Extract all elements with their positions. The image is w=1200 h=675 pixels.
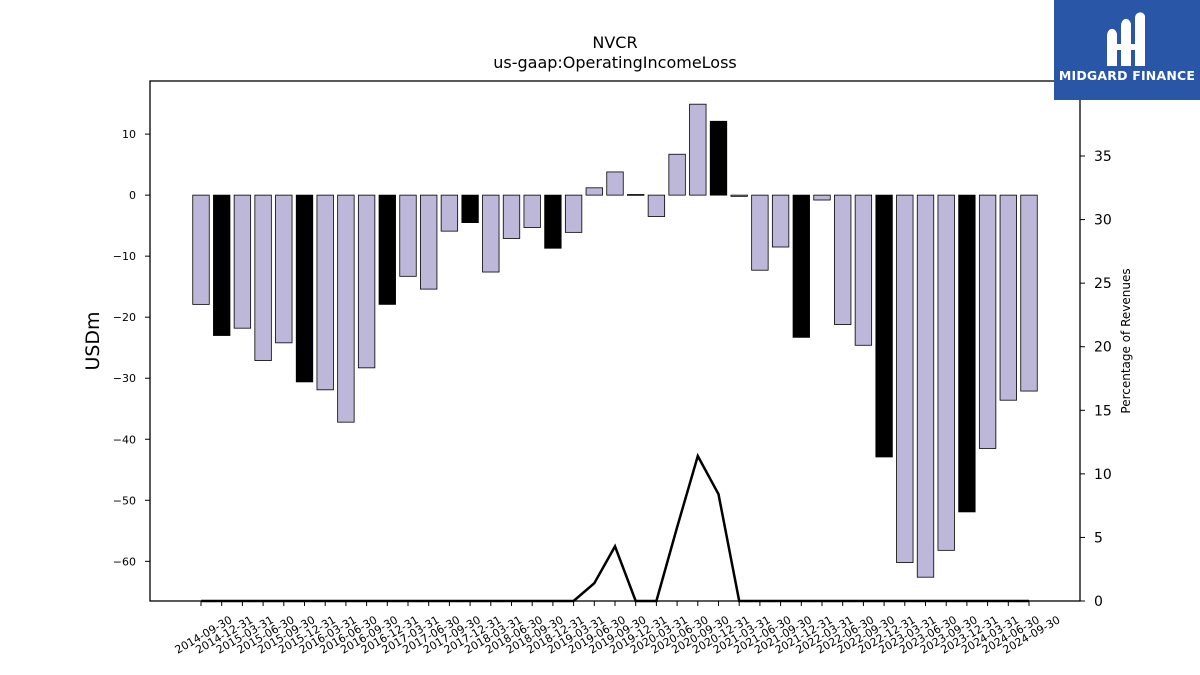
y-tick-label-0: 0 <box>129 189 136 202</box>
axes-layer: −60−50−40−30−20−100100510152025303540201… <box>113 80 1112 657</box>
bar-2024-06-30 <box>999 194 1017 401</box>
logo: MIDGARD FINANCE <box>1054 0 1200 100</box>
bar-2022-03-31 <box>813 194 831 201</box>
bars-layer <box>192 103 1038 578</box>
bar-2014-12-31 <box>213 194 231 336</box>
y-tick-label--20: −20 <box>113 311 136 324</box>
bar-2019-06-30 <box>585 187 603 196</box>
bar-2015-09-30 <box>275 194 293 344</box>
bar-2017-12-31 <box>461 194 479 223</box>
y2-tick-label-0: 0 <box>1094 594 1103 610</box>
bar-2020-12-31 <box>709 120 728 196</box>
bar-2023-09-30 <box>937 194 955 551</box>
y2-tick-label-10: 10 <box>1094 467 1112 483</box>
bar-2022-12-31 <box>875 194 893 458</box>
bar-2022-06-30 <box>834 194 852 325</box>
bar-2019-03-31 <box>564 194 583 233</box>
y-tick-label--50: −50 <box>113 494 136 507</box>
bar-2023-12-31 <box>958 194 976 513</box>
bar-2020-09-30 <box>689 103 707 196</box>
bar-2016-06-30 <box>337 194 355 423</box>
bar-2015-06-30 <box>254 194 272 361</box>
chart-title: NVCR <box>592 33 637 52</box>
bar-2023-03-31 <box>896 194 914 563</box>
y-axis-label: USDm <box>82 311 104 370</box>
y2-axis-label: Percentage of Revenues <box>1119 268 1133 413</box>
y2-tick-label-30: 30 <box>1094 213 1112 229</box>
bar-2014-09-30 <box>192 194 210 305</box>
bar-2024-03-31 <box>978 194 997 449</box>
logo-text: MIDGARD FINANCE <box>1058 68 1196 83</box>
bar-2021-09-30 <box>771 194 790 248</box>
bar-2021-06-30 <box>751 194 769 271</box>
y2-tick-label-25: 25 <box>1094 276 1112 292</box>
bar-2019-09-30 <box>606 171 624 196</box>
bar-2020-03-31 <box>647 194 666 217</box>
bar-2022-09-30 <box>854 194 873 346</box>
y2-tick-label-5: 5 <box>1094 530 1103 546</box>
y-tick-label--60: −60 <box>113 555 136 568</box>
logo-mark-icon <box>1107 12 1145 66</box>
y2-tick-label-35: 35 <box>1094 149 1112 165</box>
bar-2020-06-30 <box>668 153 686 196</box>
bar-2018-03-31 <box>482 194 500 273</box>
bar-2017-03-31 <box>399 194 417 277</box>
bar-2024-09-30 <box>1020 194 1038 392</box>
bar-2021-03-31 <box>730 194 748 197</box>
bar-2018-09-30 <box>523 194 541 228</box>
bar-2019-12-31 <box>627 194 645 196</box>
bar-2016-03-31 <box>316 194 334 391</box>
chart-subtitle: us-gaap:OperatingIncomeLoss <box>493 53 737 72</box>
bar-2023-06-30 <box>916 194 935 578</box>
bar-2015-03-31 <box>233 194 252 329</box>
y2-tick-label-15: 15 <box>1094 403 1112 419</box>
bar-2015-12-31 <box>295 194 314 383</box>
bar-2016-09-30 <box>357 194 376 369</box>
bar-2021-12-31 <box>792 194 810 338</box>
y-tick-label--10: −10 <box>113 250 136 263</box>
y-tick-label--30: −30 <box>113 372 136 385</box>
bar-2018-12-31 <box>544 194 562 249</box>
bar-2017-06-30 <box>420 194 438 290</box>
bar-2018-06-30 <box>502 194 521 239</box>
bar-2016-12-31 <box>378 194 396 305</box>
y-tick-label-10: 10 <box>122 128 136 141</box>
y2-tick-label-20: 20 <box>1094 340 1112 356</box>
y-tick-label--40: −40 <box>113 433 136 446</box>
bar-2017-09-30 <box>440 194 459 232</box>
